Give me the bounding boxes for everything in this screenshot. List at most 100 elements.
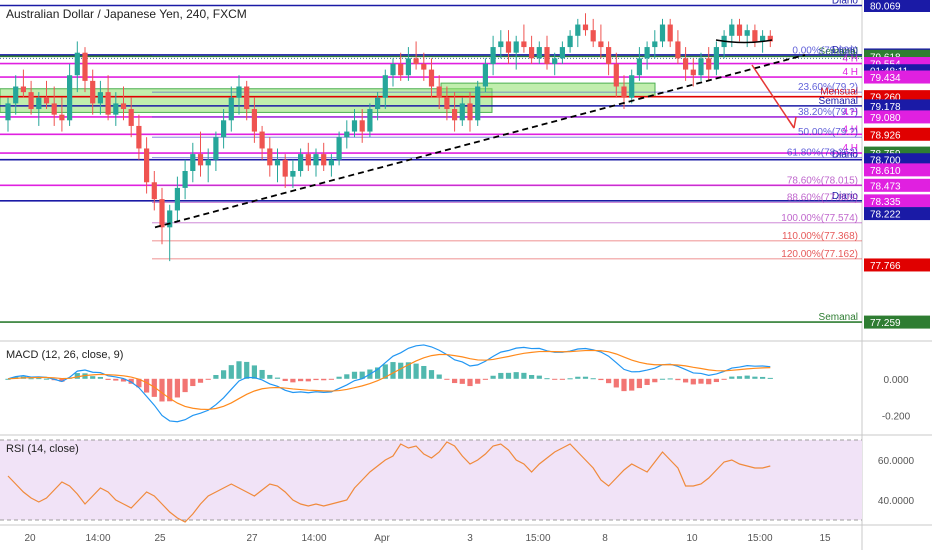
macd-histogram-bar [444, 378, 450, 380]
candle [36, 97, 42, 110]
candle [390, 63, 396, 76]
macd-histogram-bar [351, 371, 358, 379]
candle [567, 35, 573, 48]
candle [559, 47, 565, 59]
x-axis-tick: 15:00 [525, 533, 550, 544]
candle [51, 103, 57, 115]
macd-histogram-bar [767, 377, 773, 379]
macd-histogram-bar [421, 365, 427, 379]
macd-histogram-bar [213, 375, 219, 379]
x-axis-tick: 15:00 [747, 533, 772, 544]
candle [190, 154, 196, 171]
macd-histogram-bar [529, 374, 535, 379]
macd-histogram-bar [321, 378, 327, 381]
candle [13, 86, 19, 104]
candle [629, 75, 635, 98]
candle [706, 58, 712, 70]
macd-histogram-bar [128, 378, 134, 384]
x-axis-tick: Apr [374, 533, 390, 544]
macd-histogram-bar [359, 371, 365, 379]
candle [151, 182, 157, 200]
level-label: Diario [832, 191, 859, 202]
macd-histogram-bar [290, 378, 296, 383]
candle [97, 92, 103, 104]
candle [536, 47, 542, 59]
candle [636, 58, 642, 76]
price-tag [864, 163, 930, 177]
x-axis-tick: 3 [467, 533, 473, 544]
x-axis-tick: 27 [246, 533, 258, 544]
candle [675, 41, 681, 59]
macd-histogram-bar [251, 365, 257, 379]
macd-histogram-bar [536, 375, 542, 379]
candle [667, 24, 673, 42]
macd-histogram-bar [729, 376, 735, 379]
candle [582, 24, 589, 31]
price-tag-label: 77.766 [870, 261, 901, 272]
candle [490, 47, 496, 64]
macd-histogram-bar [559, 378, 565, 380]
price-tag [864, 178, 930, 192]
macd-histogram-bar [621, 378, 627, 392]
macd-histogram-bar [490, 375, 496, 379]
candle [713, 47, 719, 70]
macd-histogram-bar [760, 376, 766, 379]
macd-histogram-bar [159, 378, 165, 402]
candle [367, 109, 373, 132]
candle [475, 86, 481, 121]
macd-title: MACD (12, 26, close, 9) [6, 349, 123, 361]
price-tag-label: 80.069 [870, 1, 901, 12]
fib-label: 23.60%(79.?) [798, 82, 858, 93]
candle [529, 47, 535, 59]
candle [598, 41, 604, 48]
candle [652, 41, 658, 48]
price-tag-label: 79.178 [870, 102, 901, 113]
macd-histogram-bar [575, 376, 581, 379]
candle [251, 109, 257, 132]
macd-histogram-bar [698, 378, 704, 384]
candle [513, 41, 519, 53]
fib-label: 120.00%(77.162) [781, 249, 858, 260]
candle [621, 86, 627, 98]
candle [375, 97, 381, 110]
rsi-line [7, 441, 771, 523]
macd-histogram-bar [221, 370, 227, 379]
level-label: Diario [832, 0, 859, 6]
price-tag [864, 0, 930, 12]
candle [482, 63, 488, 87]
macd-histogram-bar [90, 376, 96, 379]
macd-histogram-bar [736, 376, 743, 379]
candle [405, 58, 411, 76]
level-label: 4 H [842, 124, 858, 135]
level-label: Semanal [819, 46, 858, 57]
price-tag-label: 78.926 [870, 130, 901, 141]
candle [43, 97, 50, 104]
fib-label: 78.60%(78.015) [787, 176, 858, 187]
macd-histogram-bar [167, 378, 173, 402]
candle [267, 148, 273, 166]
macd-histogram-bar [144, 378, 150, 393]
macd-histogram-bar [382, 364, 388, 379]
candle [128, 109, 134, 126]
level-label: Diario [832, 150, 859, 161]
macd-histogram-bar [59, 378, 65, 382]
candle [321, 154, 327, 166]
macd-histogram-bar [113, 378, 119, 381]
arc-drawing [715, 39, 773, 44]
macd-histogram-bar [298, 378, 304, 382]
macd-histogram-bar [136, 378, 142, 388]
price-tag-label: 78.222 [870, 210, 901, 221]
macd-histogram-bar [267, 374, 273, 379]
candle [498, 41, 504, 48]
candle [228, 97, 234, 121]
level-label: Diario [832, 45, 859, 56]
price-tag-label: 78.610 [870, 166, 901, 177]
macd-histogram-bar [405, 362, 411, 379]
candle [144, 148, 150, 183]
candle [221, 120, 227, 138]
level-label: Semanal [819, 96, 858, 107]
macd-histogram-bar [667, 378, 673, 380]
macd-histogram-bar [336, 376, 342, 379]
